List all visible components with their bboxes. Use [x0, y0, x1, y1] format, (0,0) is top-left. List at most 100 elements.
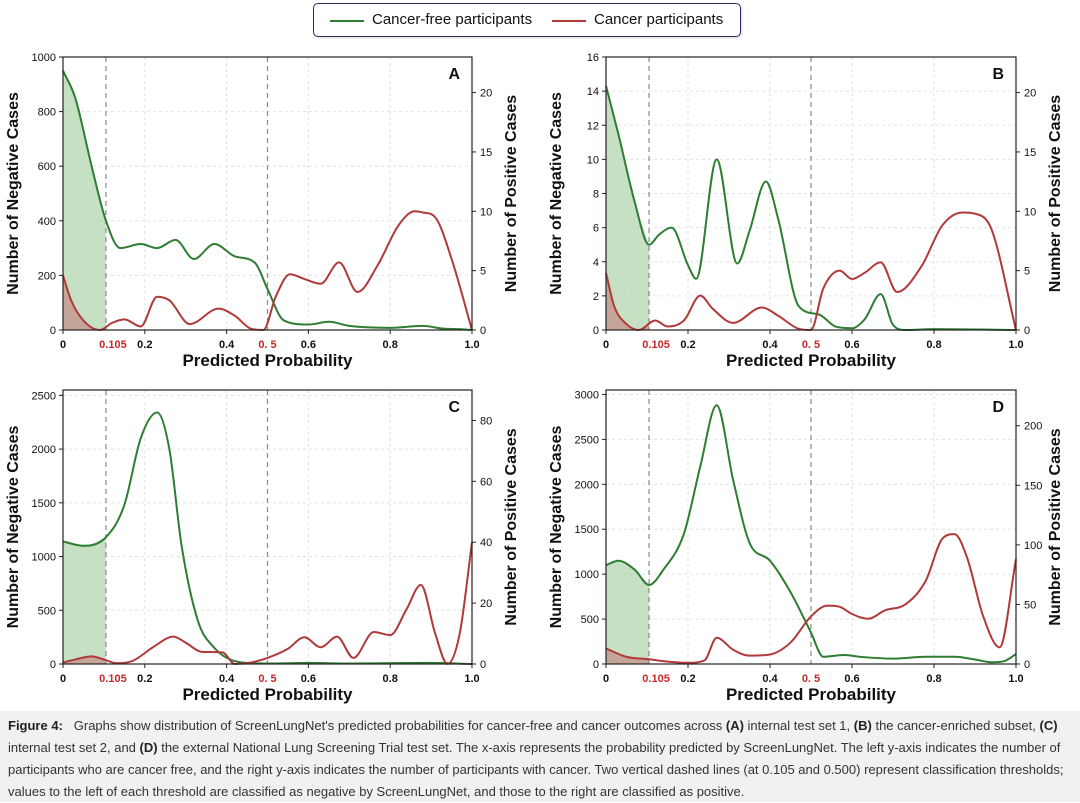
y-right-tick-label: 100 — [1024, 540, 1042, 552]
panel-c: 0 0.2 0.4 0.6 0.8 1.00.105 0. 5050010001500200… — [5, 389, 520, 704]
y-left-tick-label: 16 — [587, 52, 599, 64]
x-tick-label: 1.0 — [464, 339, 479, 351]
y-left-axis-label: Number of Negative Cases — [548, 92, 565, 295]
y-left-tick-label: 800 — [38, 107, 56, 119]
y-left-tick-label: 12 — [587, 120, 599, 132]
panel-letter: B — [992, 66, 1004, 83]
caption-text-5: the external National Lung Screening Tri… — [8, 740, 1064, 799]
threshold-label: 0. 5 — [802, 339, 820, 351]
y-right-axis-label: Number of Positive Cases — [503, 95, 520, 293]
y-left-tick-label: 1500 — [32, 498, 56, 510]
caption-tag-b: (B) — [853, 718, 872, 733]
x-axis-label: Predicted Probability — [726, 685, 897, 704]
charts-area: 0 0.2 0.4 0.6 0.8 1.00.105 0. 5020040060080010… — [5, 52, 1064, 704]
y-right-tick-label: 5 — [480, 266, 486, 278]
y-right-tick-label: 15 — [480, 147, 492, 159]
y-left-tick-label: 600 — [38, 161, 56, 173]
x-tick-label: 0.8 — [383, 673, 398, 685]
shade-cancer — [63, 275, 106, 330]
plot-frame — [62, 56, 473, 331]
shade-cancer-free — [606, 560, 650, 664]
y-left-tick-label: 0 — [50, 659, 56, 671]
legend-label-cancer: Cancer participants — [594, 11, 724, 28]
x-tick-label: 0.8 — [926, 339, 941, 351]
caption-text-2: internal test set 1, — [747, 718, 851, 733]
x-axis-label: Predicted Probability — [182, 351, 353, 370]
y-left-tick-label: 400 — [38, 216, 56, 228]
y-right-tick-label: 60 — [480, 476, 492, 488]
caption-tag-a: (A) — [725, 718, 744, 733]
y-right-tick-label: 0 — [480, 659, 486, 671]
y-right-axis-label: Number of Positive Cases — [1047, 95, 1064, 293]
x-tick-label: 0.8 — [383, 339, 398, 351]
y-right-tick-label: 0 — [480, 325, 486, 337]
x-tick-label: 0 — [603, 339, 609, 351]
y-left-tick-label: 14 — [587, 86, 599, 98]
x-tick-label: 0.4 — [219, 339, 235, 351]
shade-cancer — [63, 656, 106, 664]
threshold-label: 0.105 — [642, 339, 670, 351]
legend-line-cancer — [552, 20, 586, 22]
y-right-tick-label: 200 — [1024, 421, 1042, 433]
y-right-tick-label: 15 — [1024, 147, 1036, 159]
panel-b: 0 0.2 0.4 0.6 0.8 1.0 0.105 0. 5 0 2 4 6 8 10 12 14 16 0 5… — [548, 52, 1064, 370]
plot-frame — [62, 389, 473, 665]
x-tick-label: 0.2 — [680, 339, 695, 351]
x-tick-label: 1.0 — [464, 673, 479, 685]
x-tick-label: 0.2 — [137, 673, 152, 685]
y-left-tick-label: 1000 — [32, 52, 56, 64]
y-right-tick-label: 20 — [480, 88, 492, 100]
y-left-tick-label: 200 — [38, 270, 56, 282]
x-axis-label: Predicted Probability — [182, 685, 353, 704]
y-right-tick-label: 50 — [1024, 599, 1036, 611]
y-right-tick-label: 0 — [1024, 659, 1030, 671]
y-left-tick-label: 3000 — [575, 389, 599, 401]
y-right-tick-label: 20 — [1024, 88, 1036, 100]
x-tick-label: 0.4 — [762, 673, 778, 685]
y-left-axis-label: Number of Negative Cases — [5, 426, 22, 629]
y-left-tick-label: 0 — [50, 325, 56, 337]
caption-tag-c: (C) — [1039, 718, 1058, 733]
x-tick-label: 1.0 — [1008, 673, 1023, 685]
panel-letter: D — [992, 399, 1004, 416]
panel-d: 0 0.2 0.4 0.6 0.8 1.00.105 0. 5050010001500200… — [548, 389, 1064, 704]
y-left-axis-label: Number of Negative Cases — [548, 426, 565, 629]
panel-letter: C — [448, 399, 460, 416]
x-tick-label: 0 — [60, 673, 66, 685]
figure-caption: Figure 4: Graphs show distribution of Sc… — [0, 711, 1080, 802]
x-tick-label: 0.6 — [301, 673, 316, 685]
y-left-tick-label: 500 — [38, 605, 56, 617]
threshold-label: 0. 5 — [802, 673, 820, 685]
y-left-tick-label: 2500 — [32, 390, 56, 402]
y-left-tick-label: 1500 — [575, 524, 599, 536]
x-tick-label: 0.2 — [680, 673, 695, 685]
series-cancer-free-line — [62, 70, 473, 331]
shade-cancer — [606, 273, 650, 330]
caption-text-3: the cancer-enriched subset, — [875, 718, 1036, 733]
x-tick-label: 0.8 — [926, 673, 941, 685]
threshold-label: 0. 5 — [258, 339, 276, 351]
shade-cancer-free — [606, 86, 650, 330]
y-left-tick-label: 2000 — [575, 479, 599, 491]
y-left-axis-label: Number of Negative Cases — [5, 92, 22, 295]
threshold-label: 0.105 — [99, 673, 127, 685]
y-right-tick-label: 10 — [480, 206, 492, 218]
threshold-label: 0.105 — [642, 673, 670, 685]
caption-tag-d: (D) — [139, 740, 158, 755]
y-left-tick-label: 0 — [593, 659, 599, 671]
y-right-tick-label: 10 — [1024, 206, 1036, 218]
shade-cancer-free — [63, 537, 106, 664]
plot-frame — [605, 389, 1017, 665]
y-right-tick-label: 20 — [480, 598, 492, 610]
y-right-tick-label: 5 — [1024, 266, 1030, 278]
legend-label-cancer-free: Cancer-free participants — [372, 11, 533, 28]
y-left-tick-label: 2000 — [32, 444, 56, 456]
x-tick-label: 0.6 — [844, 673, 859, 685]
y-right-axis-label: Number of Positive Cases — [1047, 428, 1064, 626]
y-left-tick-label: 2500 — [575, 434, 599, 446]
x-tick-label: 0.2 — [137, 339, 152, 351]
y-left-tick-label: 2 — [593, 291, 599, 303]
y-left-tick-label: 8 — [593, 189, 599, 201]
y-left-tick-label: 4 — [593, 257, 599, 269]
shade-cancer-free — [63, 70, 106, 331]
